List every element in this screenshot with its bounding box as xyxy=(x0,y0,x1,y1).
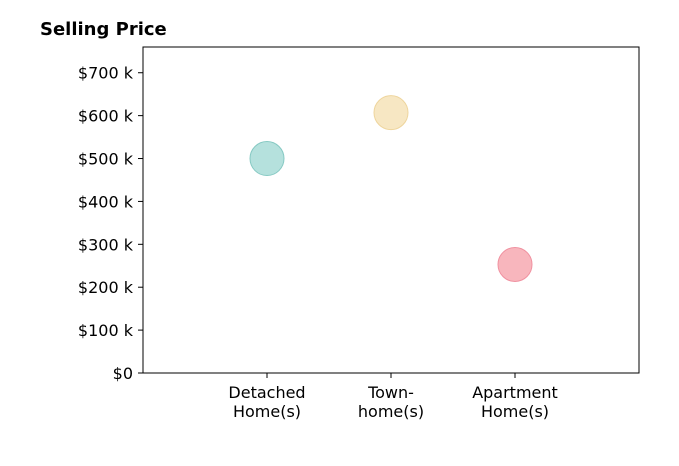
y-tick-label: $700 k xyxy=(78,64,134,83)
x-tick-label: Apartment Home(s) xyxy=(472,383,558,421)
points-layer xyxy=(249,95,533,282)
chart-title: Selling Price xyxy=(40,19,167,40)
y-tick-label: $300 k xyxy=(78,235,134,254)
x-tick-label-line: Apartment xyxy=(472,383,558,402)
y-tick-label: $0 xyxy=(113,364,133,383)
data-point xyxy=(249,141,285,177)
data-point xyxy=(373,95,409,131)
x-tick-label-line: Home(s) xyxy=(233,402,301,421)
x-tick-label-line: Town- xyxy=(367,383,414,402)
x-tick-label-line: Detached xyxy=(228,383,305,402)
x-tick-label-line: home(s) xyxy=(358,402,424,421)
y-tick-label: $500 k xyxy=(78,150,134,169)
x-tick-label: Town-home(s) xyxy=(358,383,424,421)
y-axis: $0 $100 k $200 k $300 k $400 k $500 k $600 k $7… xyxy=(78,64,143,383)
y-tick-label: $600 k xyxy=(78,107,134,126)
y-tick-label: $100 k xyxy=(78,321,134,340)
data-point xyxy=(497,246,533,282)
y-tick-label: $400 k xyxy=(78,192,134,211)
x-axis: Detached Home(s)Town-home(s)Apartment Home… xyxy=(228,373,558,421)
x-tick-label: Detached Home(s) xyxy=(228,383,305,421)
y-tick-label: $200 k xyxy=(78,278,134,297)
x-tick-label-line: Home(s) xyxy=(481,402,549,421)
